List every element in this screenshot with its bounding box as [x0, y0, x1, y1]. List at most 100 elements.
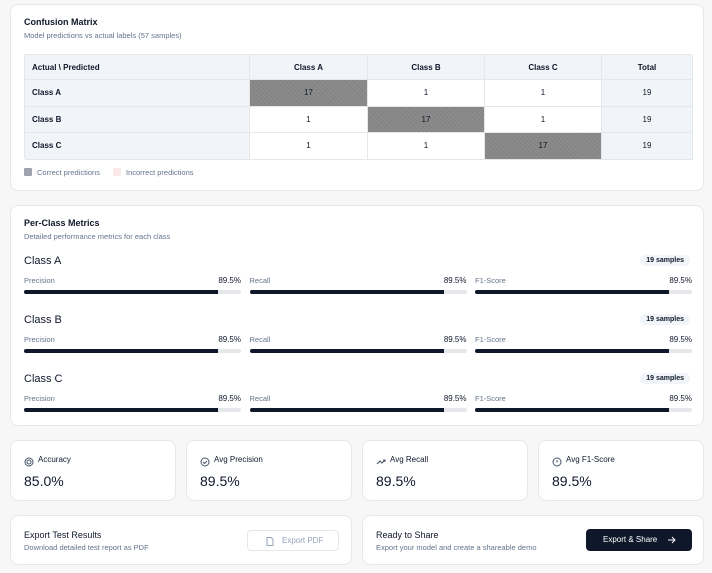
- progress-fill: [249, 290, 444, 294]
- summary-label: Avg Precision: [214, 455, 263, 464]
- metric-value: 89.5%: [218, 335, 241, 344]
- progress-fill: [475, 290, 670, 294]
- metric-name: Precision: [24, 335, 55, 344]
- progress-fill: [24, 290, 219, 294]
- export-card: Export Test Results Download detailed tes…: [10, 515, 352, 565]
- legend-label: Correct predictions: [37, 168, 100, 177]
- matrix-cell: 19: [602, 133, 693, 160]
- metric-value: 89.5%: [669, 394, 692, 403]
- progress-track: [475, 349, 692, 353]
- matrix-cell: 17: [250, 80, 368, 107]
- class-name: Class C: [24, 373, 63, 385]
- button-label: Export & Share: [603, 535, 658, 544]
- matrix-cell: 1: [485, 80, 602, 107]
- matrix-cell: 1: [368, 80, 485, 107]
- class-name: Class B: [24, 314, 62, 326]
- progress-track: [475, 408, 692, 412]
- legend-swatch: [113, 168, 121, 176]
- metric-name: Recall: [249, 335, 271, 344]
- metric-value: 89.5%: [669, 276, 692, 285]
- row-label: Class A: [25, 80, 250, 107]
- icon: [376, 454, 386, 465]
- metric-value: 89.5%: [443, 276, 467, 285]
- card-subtitle: Model predictions vs actual labels (57 s…: [24, 31, 182, 40]
- summary-card: Avg Precision 89.5%: [186, 440, 352, 501]
- legend-label: Incorrect predictions: [126, 168, 194, 177]
- export-card: Ready to Share Export your model and crea…: [362, 515, 704, 565]
- row-label: Class C: [25, 133, 250, 160]
- row-label: Class B: [25, 106, 250, 133]
- metric-name: Recall: [249, 394, 271, 403]
- samples-badge: 19 samples: [640, 255, 690, 266]
- summary-card: Avg F1-Score 89.5%: [538, 440, 704, 501]
- metric-value: 89.5%: [669, 335, 692, 344]
- progress-track: [475, 290, 692, 294]
- summary-value: 89.5%: [200, 473, 240, 489]
- progress-fill: [24, 408, 219, 412]
- matrix-cell: 19: [602, 106, 693, 133]
- metric-name: Precision: [24, 276, 55, 285]
- metric-value: 89.5%: [443, 394, 467, 403]
- progress-track: [249, 408, 467, 412]
- header-cell: Total: [602, 55, 693, 80]
- export-button[interactable]: Export PDF: [247, 530, 339, 551]
- metric-name: Precision: [24, 394, 55, 403]
- per-class-card: Per-Class Metrics Detailed performance me…: [10, 205, 704, 426]
- matrix-cell: 17: [368, 106, 485, 133]
- export-button[interactable]: Export & Share: [586, 529, 692, 551]
- progress-track: [249, 290, 467, 294]
- summary-card: Accuracy 85.0%: [10, 440, 176, 501]
- card-title: Per-Class Metrics: [24, 218, 100, 228]
- card-title: Confusion Matrix: [24, 17, 98, 27]
- metric-value: 89.5%: [443, 335, 467, 344]
- matrix-cell: 1: [485, 106, 602, 133]
- metric-name: F1-Score: [475, 276, 506, 285]
- summary-card: Avg Recall 89.5%: [362, 440, 528, 501]
- progress-fill: [249, 408, 444, 412]
- summary-label: Avg F1-Score: [566, 455, 615, 464]
- header-cell: Actual \ Predicted: [25, 55, 250, 80]
- summary-value: 85.0%: [24, 473, 64, 489]
- progress-track: [24, 349, 241, 353]
- progress-fill: [475, 408, 670, 412]
- summary-value: 89.5%: [552, 473, 592, 489]
- progress-fill: [249, 349, 444, 353]
- metric-value: 89.5%: [218, 394, 241, 403]
- export-title: Export Test Results: [24, 530, 102, 540]
- matrix-cell: 1: [368, 133, 485, 160]
- export-subtitle: Export your model and create a shareable…: [376, 543, 537, 552]
- summary-label: Avg Recall: [390, 455, 429, 464]
- progress-track: [24, 290, 241, 294]
- legend-swatch: [24, 168, 32, 176]
- matrix-cell: 1: [250, 106, 368, 133]
- metric-value: 89.5%: [218, 276, 241, 285]
- export-subtitle: Download detailed test report as PDF: [24, 543, 149, 552]
- matrix-cell: 19: [602, 80, 693, 107]
- summary-label: Accuracy: [38, 455, 71, 464]
- header-cell: Class C: [485, 55, 602, 80]
- icon: [552, 454, 562, 467]
- matrix-cell: 17: [485, 133, 602, 160]
- metric-name: Recall: [249, 276, 271, 285]
- progress-fill: [475, 349, 670, 353]
- class-name: Class A: [24, 255, 62, 267]
- header-cell: Class B: [368, 55, 485, 80]
- metric-name: F1-Score: [475, 394, 506, 403]
- samples-badge: 19 samples: [640, 314, 690, 325]
- card-subtitle: Detailed performance metrics for each cl…: [24, 232, 171, 241]
- header-cell: Class A: [250, 55, 368, 80]
- summary-value: 89.5%: [376, 473, 416, 489]
- samples-badge: 19 samples: [640, 373, 690, 384]
- export-title: Ready to Share: [376, 530, 439, 540]
- icon: [24, 454, 34, 467]
- icon: [200, 454, 210, 467]
- button-label: Export PDF: [282, 536, 324, 545]
- matrix-cell: 1: [250, 133, 368, 160]
- metric-name: F1-Score: [475, 335, 506, 344]
- progress-track: [24, 408, 241, 412]
- progress-fill: [24, 349, 219, 353]
- progress-track: [249, 349, 467, 353]
- confusion-matrix-card: Confusion Matrix Model predictions vs act…: [10, 4, 704, 191]
